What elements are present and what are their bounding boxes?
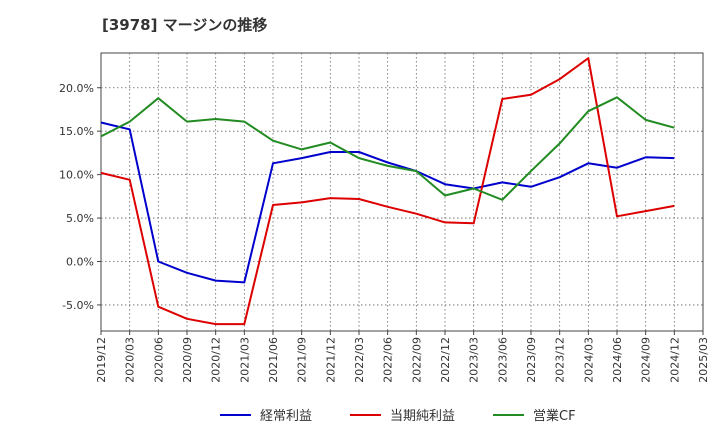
x-tick-label: 2021/06 (267, 337, 280, 383)
x-tick-label: 2023/03 (468, 337, 481, 383)
x-tick-label: 2020/12 (210, 337, 223, 383)
x-tick-label: 2021/09 (296, 337, 309, 383)
x-tick-label: 2021/12 (324, 337, 337, 383)
y-tick-label: 0.0% (66, 256, 94, 269)
x-tick-label: 2021/03 (238, 337, 251, 383)
chart-title: [3978] マージンの推移 (102, 16, 268, 34)
y-tick-label: 20.0% (59, 82, 94, 95)
x-tick-label: 2024/06 (611, 337, 624, 383)
legend-label: 経常利益 (260, 409, 312, 424)
x-tick-label: 2020/03 (124, 337, 137, 383)
x-tick-label: 2019/12 (95, 337, 108, 383)
legend-label: 当期純利益 (390, 409, 455, 424)
y-tick-label: -5.0% (62, 299, 94, 312)
x-tick-label: 2022/06 (382, 337, 395, 383)
x-tick-label: 2023/09 (525, 337, 538, 383)
x-tick-label: 2022/12 (439, 337, 452, 383)
series-line-3 (100, 96, 675, 201)
plot-area (100, 52, 704, 332)
x-tick-label: 2023/06 (496, 337, 509, 383)
x-tick-label: 2024/09 (640, 337, 653, 383)
x-tick-label: 2024/12 (668, 337, 681, 383)
y-tick-label: 15.0% (59, 125, 94, 138)
x-tick-label: 2025/03 (697, 337, 710, 383)
y-tick-label: 5.0% (66, 212, 94, 225)
series-line-1 (100, 121, 675, 284)
x-tick-label: 2020/09 (181, 337, 194, 383)
x-tick-label: 2023/12 (554, 337, 567, 383)
x-tick-label: 2024/03 (582, 337, 595, 383)
x-tick-label: 2022/03 (353, 337, 366, 383)
y-tick-label: 10.0% (59, 169, 94, 182)
legend-label: 営業CF (533, 408, 576, 424)
x-tick-label: 2020/06 (152, 337, 165, 383)
series-line-2 (100, 57, 675, 326)
x-tick-label: 2022/09 (410, 337, 423, 383)
